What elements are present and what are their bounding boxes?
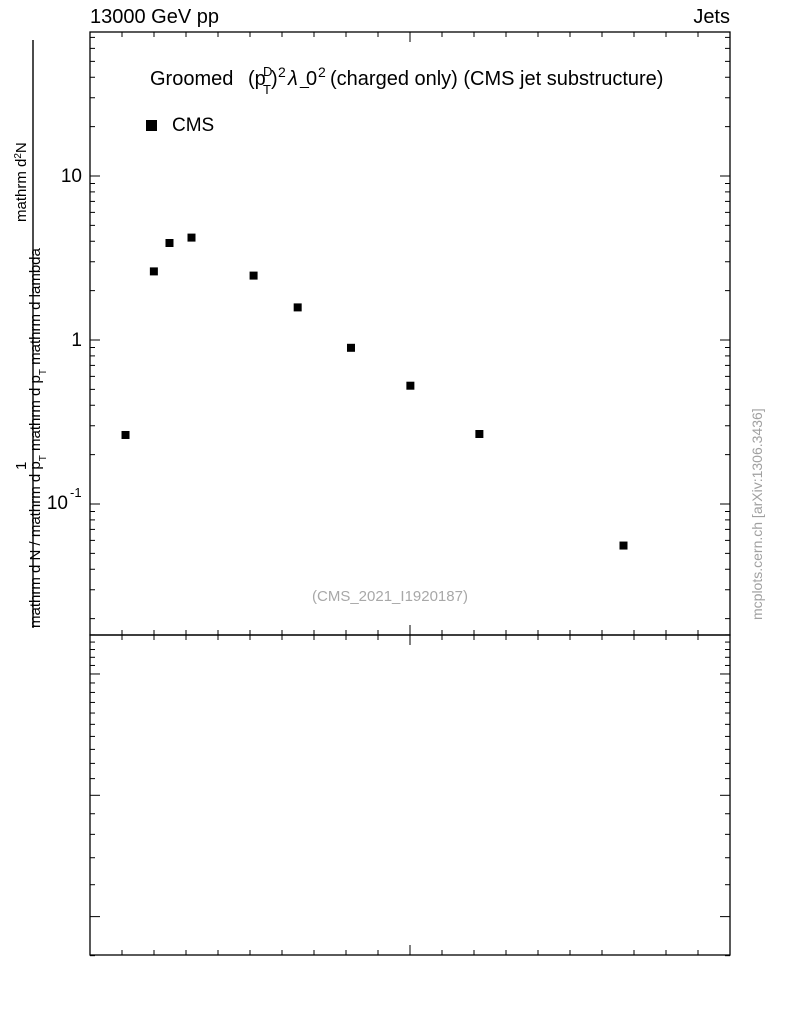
svg-text:T: T — [263, 82, 271, 97]
svg-text:Jets: Jets — [693, 6, 730, 28]
svg-text:10: 10 — [61, 166, 82, 187]
svg-text:0: 0 — [306, 68, 317, 90]
svg-text:CMS: CMS — [172, 115, 214, 136]
svg-text:10: 10 — [47, 493, 68, 514]
svg-text:λ: λ — [287, 68, 298, 90]
svg-text:-1: -1 — [70, 485, 82, 500]
svg-text:1: 1 — [71, 330, 82, 351]
svg-text:mcplots.cern.ch [arXiv:1306.34: mcplots.cern.ch [arXiv:1306.3436] — [749, 408, 765, 620]
svg-text:(CMS_2021_I1920187): (CMS_2021_I1920187) — [312, 588, 468, 605]
svg-text:Groomed: Groomed — [150, 68, 233, 90]
svg-text:13000 GeV pp: 13000 GeV pp — [90, 6, 219, 28]
svg-text:(charged only) (CMS jet substr: (charged only) (CMS jet substructure) — [330, 68, 663, 90]
svg-text:2: 2 — [278, 64, 286, 80]
svg-text:mathrm d N / mathrm d pT mathr: mathrm d N / mathrm d pT mathrm d pT mat… — [27, 247, 49, 628]
svg-text:mathrm d2N: mathrm d2N — [13, 142, 31, 222]
svg-text:): ) — [271, 68, 278, 90]
svg-text:2: 2 — [318, 64, 326, 80]
